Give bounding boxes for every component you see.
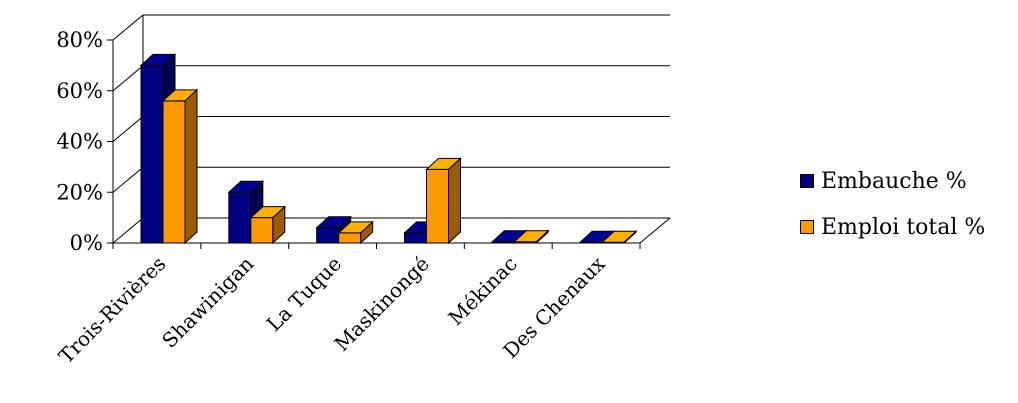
bar-front [250,217,274,244]
bar-front [338,232,362,244]
y-tick-label: 40% [56,130,103,154]
x-tick-label: Trois-Rivières [54,252,171,369]
bar-side [184,88,198,245]
bar-1-0 [161,88,199,245]
bar-front [228,191,252,244]
y-tick-label: 0% [70,231,103,255]
bar-1-3 [425,157,462,245]
bar-front [140,64,164,244]
bar-1-2 [337,220,374,245]
legend-swatch-embauche [800,174,814,188]
legend-item-emploi-total: Emploi total % [800,214,985,240]
side-wall-line [112,116,144,142]
bar-front [404,232,427,244]
bar-1-4 [513,229,550,245]
side-wall-line [112,166,144,193]
x-tick-label: Maskinongé [330,252,434,356]
bars-group [139,53,638,245]
y-tick-label: 20% [56,180,103,204]
bar-side [272,205,286,245]
bar-side [623,230,637,245]
side-wall-line [112,14,144,41]
legend-item-embauche: Embauche % [800,168,985,194]
x-tick-label: La Tuque [262,252,346,336]
floor-edge [639,217,671,244]
legend-swatch-emploi-total [800,220,814,234]
bar-front [426,168,449,244]
bar-1-5 [600,230,638,245]
bar-1-1 [249,205,287,245]
x-tick-label: Mékinac [443,252,521,330]
bar-0-1 [227,180,265,245]
bar-front [316,227,340,244]
y-tick-label: 60% [56,79,103,103]
legend-label-embauche: Embauche % [821,168,967,194]
bar-side [360,220,374,245]
legend-label-emploi-total: Emploi total % [821,214,986,240]
y-tick-label: 80% [56,28,103,52]
side-wall-line [112,217,144,244]
side-wall-line [112,65,144,92]
bar-front [162,100,186,244]
x-tick-label: Shawinigan [157,251,258,352]
bar-side [448,157,461,245]
legend: Embauche % Emploi total % [800,168,985,260]
bar-side [535,229,549,245]
